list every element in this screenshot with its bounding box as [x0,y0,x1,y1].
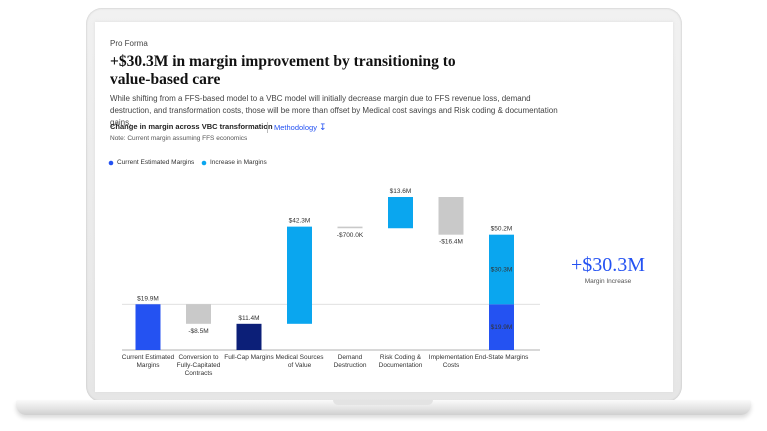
value-label: -$8.5M [188,328,208,335]
legend-dot [201,160,207,166]
x-tick-label: Risk Coding & Documentation [378,354,423,369]
description: While shifting from a FFS-based model to… [110,94,558,127]
callout-label: Margin Increase [584,278,632,285]
segment-label: $19.9M [491,324,513,331]
legend-label: Increase in Margins [210,159,267,166]
link-text[interactable]: Methodology [274,123,317,132]
value-label: $13.6M [390,188,412,195]
laptop-base [16,400,751,415]
bar [186,304,211,324]
value-label: -$700.0K [337,232,364,239]
bar [388,197,413,229]
bar [337,226,363,229]
x-tick-label: Full-Cap Margins [224,354,274,361]
bar [438,197,464,235]
note: Note: Current margin assuming FFS econom… [110,135,248,142]
x-tick-label: End-State Margins [474,354,529,361]
x-tick-label: Implementation Costs [428,354,474,369]
x-tick-label: Medical Sources of Value [275,354,324,369]
x-tick-label: Demand Destruction [333,354,367,369]
legend-label: Current Estimated Margins [117,159,195,166]
x-tick-label: Conversion to Fully-Capitated Contracts [176,354,221,377]
value-label: $50.2M [491,226,513,233]
segment-label: $30.3M [491,266,513,273]
value-label: $42.3M [289,218,311,225]
callout-value: +$30.3M [570,254,646,276]
bar [287,226,312,324]
bar-segment [489,304,514,350]
methodology-link[interactable]: Methodology ↧ [267,122,327,133]
bar [236,323,262,350]
value-label: $19.9M [137,295,159,302]
laptop-notch [333,400,433,405]
screen [95,22,673,392]
value-label: $11.4M [238,315,259,322]
bar [135,304,161,350]
value-label: -$16.4M [439,239,463,246]
legend-dot [108,160,114,166]
eyebrow: Pro Forma [110,39,148,48]
bar-segment [489,234,514,305]
title: +$30.3M in margin improvement by transit… [110,53,456,88]
x-tick-label: Current Estimated Margins [121,354,175,369]
chart-subtitle: Change in margin across VBC transformati… [110,122,273,131]
